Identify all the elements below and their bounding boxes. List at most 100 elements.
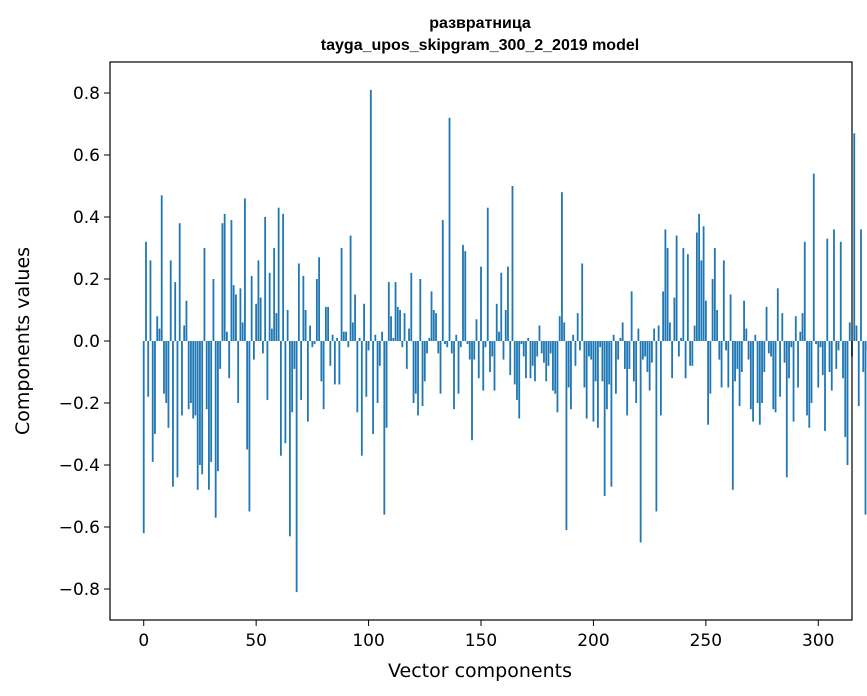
bar-83	[329, 341, 332, 366]
bar-104	[376, 341, 379, 403]
y-tick-label-3: −0.2	[59, 394, 100, 414]
bar-46	[246, 341, 249, 450]
bar-163	[509, 341, 512, 376]
bar-150	[480, 266, 482, 341]
bar-181	[549, 341, 552, 354]
bar-270	[749, 341, 752, 410]
bar-64	[286, 310, 289, 341]
bar-305	[828, 341, 831, 372]
x-tick-label-300: 300	[802, 631, 834, 651]
bar-130	[435, 313, 437, 341]
bar-71	[302, 275, 305, 341]
bar-237	[675, 235, 678, 341]
bar-58	[273, 248, 276, 341]
bar-245	[693, 325, 696, 341]
bar-68	[295, 341, 298, 593]
bar-191	[572, 334, 575, 341]
bar-80	[322, 341, 325, 410]
bar-74	[309, 325, 312, 341]
bar-176	[538, 325, 541, 341]
bar-124	[421, 341, 424, 407]
bar-120	[412, 341, 415, 403]
bar-195	[581, 263, 584, 341]
bar-30	[210, 341, 213, 462]
bar-316	[853, 133, 856, 341]
x-tick-label-250: 250	[690, 631, 722, 651]
bar-214	[624, 341, 626, 369]
bar-69	[297, 263, 300, 341]
x-tick-label-0: 0	[138, 631, 149, 651]
bar-201	[594, 341, 597, 382]
x-tick-label-100: 100	[352, 631, 384, 651]
bar-319	[860, 229, 862, 341]
bar-169	[522, 341, 525, 357]
bar-249	[702, 226, 705, 341]
bar-259	[725, 341, 727, 351]
bar-275	[761, 341, 763, 403]
bar-140	[457, 341, 460, 394]
bar-206	[606, 341, 608, 410]
bar-53	[262, 341, 264, 354]
bar-100	[367, 341, 370, 351]
bar-141	[459, 341, 462, 348]
bar-12	[169, 260, 172, 341]
bar-197	[585, 341, 588, 419]
bar-153	[486, 207, 489, 341]
bar-224	[646, 341, 649, 372]
bar-62	[282, 213, 285, 341]
bar-264	[736, 341, 739, 369]
bar-242	[686, 254, 689, 341]
bar-317	[855, 325, 858, 341]
bar-257	[720, 341, 723, 388]
bar-216	[628, 341, 631, 369]
bar-142	[462, 244, 464, 341]
bar-148	[475, 319, 478, 341]
bar-294	[803, 241, 806, 341]
bar-56	[268, 272, 271, 341]
bar-151	[482, 341, 485, 391]
bar-67	[293, 341, 296, 369]
bar-162	[507, 266, 509, 341]
bar-311	[842, 341, 844, 379]
bar-79	[320, 341, 323, 382]
bar-179	[545, 341, 548, 382]
bar-93	[351, 322, 354, 341]
bar-131	[437, 341, 440, 354]
bar-194	[579, 341, 581, 351]
bar-77	[315, 279, 318, 341]
bar-174	[534, 341, 536, 382]
bar-303	[824, 341, 826, 431]
bar-269	[747, 341, 750, 360]
bar-166	[516, 341, 518, 400]
bar-50	[255, 303, 258, 341]
bar-278	[767, 341, 770, 354]
bar-15	[176, 341, 179, 478]
bar-47	[248, 341, 251, 512]
bar-218	[633, 341, 635, 382]
bar-298	[812, 173, 815, 341]
bar-238	[677, 341, 680, 357]
bar-240	[682, 248, 685, 341]
bar-154	[489, 341, 491, 372]
bar-232	[664, 229, 667, 341]
bar-1	[145, 241, 147, 341]
bar-82	[327, 306, 329, 341]
bar-320	[862, 341, 865, 372]
bar-144	[466, 341, 469, 345]
bar-297	[810, 341, 813, 403]
bar-175	[536, 341, 539, 357]
bar-190	[570, 341, 572, 410]
bar-20	[187, 341, 190, 410]
bar-52	[259, 297, 262, 341]
bar-40	[232, 285, 235, 341]
bar-258	[722, 260, 725, 341]
bar-184	[556, 341, 559, 413]
bar-57	[270, 328, 273, 341]
bar-161	[504, 310, 507, 341]
bar-43	[239, 288, 242, 341]
bar-287	[788, 341, 790, 379]
bar-98	[363, 303, 365, 341]
bar-283	[779, 341, 781, 397]
bar-45	[244, 198, 246, 341]
